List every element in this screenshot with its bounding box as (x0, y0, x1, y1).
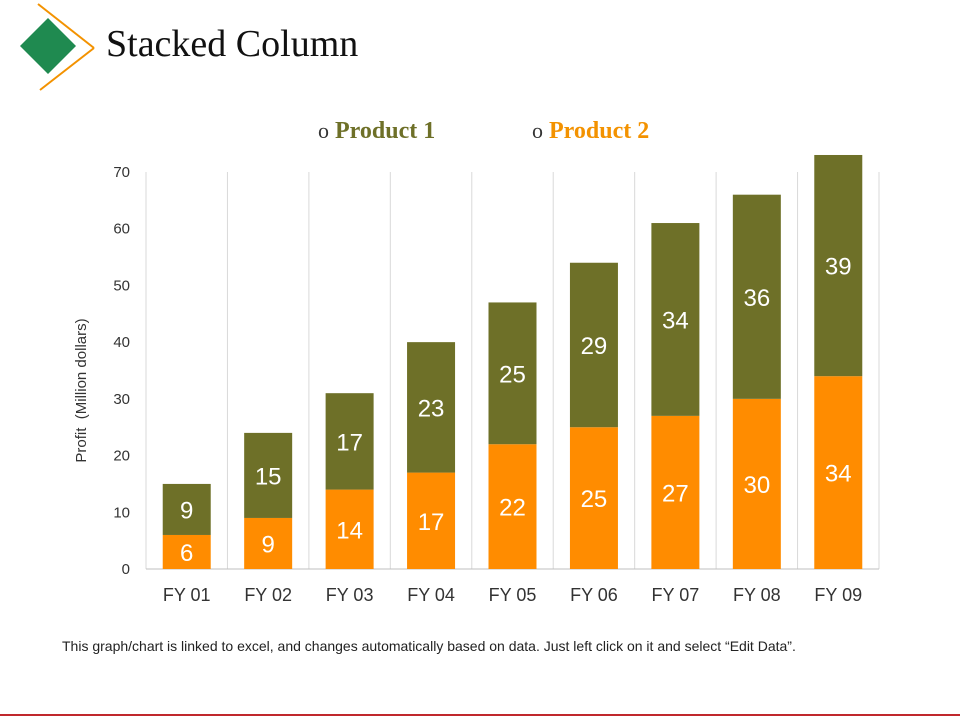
legend-item-product-1: o Product 1 (318, 118, 435, 145)
y-tick-label: 70 (113, 164, 130, 181)
data-label: 29 (581, 333, 608, 360)
x-tick-label: FY 02 (244, 585, 292, 605)
bar-product-1 (488, 302, 537, 445)
y-tick-label: 50 (113, 277, 130, 294)
data-label: 6 (180, 540, 193, 567)
data-label: 15 (255, 463, 282, 490)
data-label: 25 (499, 361, 526, 388)
data-label: 34 (825, 461, 852, 488)
legend-label: Product 1 (335, 118, 436, 144)
legend-marker-icon: o (318, 118, 329, 143)
legend-label: Product 2 (549, 118, 650, 144)
legend-marker-icon: o (532, 118, 543, 143)
data-label: 17 (336, 429, 363, 456)
bar-product-1 (162, 483, 211, 535)
data-label: 25 (581, 486, 608, 513)
x-tick-label: FY 08 (733, 585, 781, 605)
x-tick-label: FY 05 (489, 585, 537, 605)
data-label: 22 (499, 495, 526, 522)
bar-product-1 (814, 154, 863, 377)
bar-product-1 (325, 393, 374, 490)
bar-product-2 (488, 444, 537, 569)
x-tick-label: FY 06 (570, 585, 618, 605)
y-tick-label: 60 (113, 221, 130, 238)
bar-product-2 (569, 427, 618, 569)
data-label: 39 (825, 254, 852, 281)
y-tick-label: 0 (122, 561, 130, 578)
x-tick-label: FY 03 (326, 585, 374, 605)
data-label: 17 (418, 509, 445, 536)
y-tick-label: 40 (113, 334, 130, 351)
y-tick-label: 30 (113, 391, 130, 408)
data-label: 34 (662, 307, 689, 334)
y-axis-label: Profit (Million dollars) (73, 318, 90, 462)
x-tick-label: FY 04 (407, 585, 455, 605)
data-label: 23 (418, 395, 445, 422)
y-tick-label: 10 (113, 504, 130, 521)
x-tick-label: FY 09 (814, 585, 862, 605)
data-label: 9 (180, 497, 193, 524)
legend-item-product-2: o Product 2 (532, 118, 649, 145)
diamond-logo-icon (20, 3, 95, 91)
x-tick-label: FY 01 (163, 585, 211, 605)
data-label: 9 (261, 531, 274, 558)
bar-product-1 (244, 432, 293, 518)
bar-product-1 (407, 342, 456, 473)
bottom-rule (0, 714, 960, 716)
bar-product-1 (651, 223, 700, 416)
y-tick-label: 20 (113, 448, 130, 465)
data-label: 14 (336, 517, 363, 544)
data-label: 36 (743, 285, 770, 312)
bar-product-2 (732, 398, 781, 569)
data-label: 30 (743, 472, 770, 499)
bar-product-2 (162, 534, 211, 569)
x-tick-label: FY 07 (652, 585, 700, 605)
bar-product-2 (651, 415, 700, 569)
bar-product-2 (325, 489, 374, 569)
bar-product-1 (732, 194, 781, 399)
chart-legend: o Product 1 o Product 2 (0, 118, 960, 152)
bar-product-1 (569, 262, 618, 428)
bar-product-2 (244, 517, 293, 569)
bar-product-2 (407, 472, 456, 569)
slide-title: Stacked Column (106, 23, 359, 65)
footnote: This graph/chart is linked to excel, and… (62, 638, 796, 654)
data-label: 27 (662, 480, 689, 507)
bar-product-2 (814, 376, 863, 569)
